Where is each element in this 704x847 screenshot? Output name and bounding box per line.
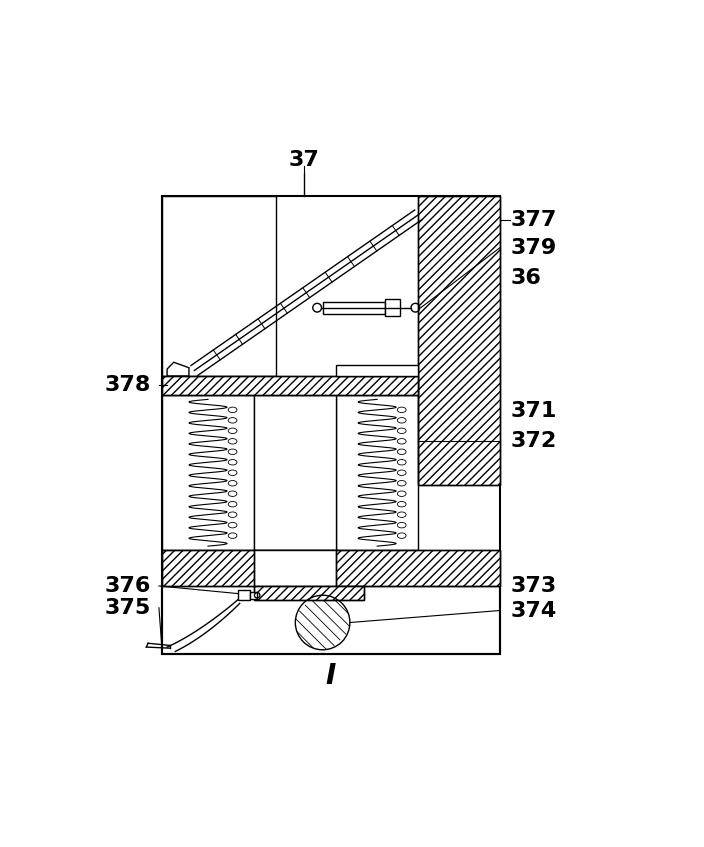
Bar (162, 395, 254, 551)
Bar (162, 196, 500, 654)
Bar (322, 302, 385, 313)
Bar (162, 551, 500, 586)
Polygon shape (296, 595, 350, 650)
Text: 371: 371 (511, 401, 557, 421)
Bar (337, 395, 418, 551)
Bar (238, 590, 250, 601)
Bar (254, 551, 337, 586)
Bar (385, 299, 400, 317)
Text: I: I (326, 662, 336, 690)
Bar (254, 586, 363, 600)
Bar (162, 376, 418, 395)
Text: 372: 372 (511, 431, 557, 451)
Polygon shape (167, 363, 189, 376)
Bar (254, 395, 337, 551)
Bar (418, 196, 500, 485)
Text: 36: 36 (511, 268, 541, 288)
Bar (162, 551, 500, 586)
Bar (418, 196, 500, 485)
Bar (162, 196, 276, 376)
Bar (250, 592, 257, 599)
Text: 376: 376 (104, 576, 151, 596)
Text: 373: 373 (511, 576, 557, 596)
Bar (162, 376, 418, 395)
Text: 375: 375 (104, 598, 151, 617)
Text: 379: 379 (511, 238, 557, 257)
Text: 37: 37 (288, 151, 319, 170)
Text: 378: 378 (104, 375, 151, 396)
Bar (337, 365, 418, 376)
Bar (254, 586, 363, 600)
Text: 374: 374 (511, 601, 557, 621)
Text: 377: 377 (511, 210, 557, 230)
Bar (162, 586, 500, 654)
